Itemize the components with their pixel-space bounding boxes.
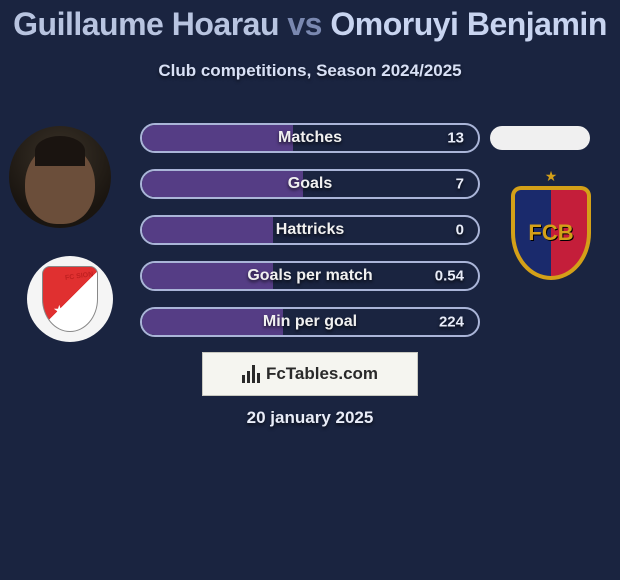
stat-fill — [142, 125, 293, 151]
sion-badge-text: FC SION — [64, 271, 93, 282]
stat-row: Min per goal 224 — [140, 307, 480, 337]
basel-badge-text: FCB — [528, 220, 573, 246]
sion-shield-icon: FC SION ★ — [42, 266, 98, 332]
stat-value: 7 — [456, 176, 464, 193]
player1-name: Guillaume Hoarau — [13, 6, 279, 42]
date-label: 20 january 2025 — [0, 408, 620, 428]
chart-icon — [242, 365, 260, 383]
player2-name: Omoruyi Benjamin — [330, 6, 607, 42]
player2-photo-placeholder — [490, 126, 590, 150]
vs-separator: vs — [287, 6, 322, 42]
infographic-root: Guillaume Hoarau vs Omoruyi Benjamin Clu… — [0, 0, 620, 580]
stat-label: Min per goal — [263, 313, 357, 331]
subtitle: Club competitions, Season 2024/2025 — [0, 61, 620, 81]
player1-club-badge: FC SION ★ — [27, 256, 113, 342]
stat-row: Matches 13 — [140, 123, 480, 153]
brand-text: FcTables.com — [266, 364, 378, 384]
basel-star-icon: ★ — [545, 168, 558, 185]
brand-box: FcTables.com — [202, 352, 418, 396]
stat-label: Hattricks — [276, 221, 344, 239]
comparison-title: Guillaume Hoarau vs Omoruyi Benjamin — [0, 0, 620, 43]
stats-panel: Matches 13 Goals 7 Hattricks 0 Goals per match… — [140, 123, 480, 353]
player2-club-badge: ★ FCB — [501, 180, 601, 280]
stat-value: 0.54 — [435, 268, 464, 285]
player1-face-shape — [25, 144, 95, 224]
stat-row: Goals 7 — [140, 169, 480, 199]
stat-label: Goals per match — [247, 267, 372, 285]
stat-fill — [142, 171, 303, 197]
stat-row: Hattricks 0 — [140, 215, 480, 245]
player1-photo — [9, 126, 111, 228]
sion-star-icon: ★ — [53, 302, 66, 319]
stat-fill — [142, 217, 273, 243]
stat-label: Goals — [288, 175, 332, 193]
stat-row: Goals per match 0.54 — [140, 261, 480, 291]
stat-value: 13 — [447, 130, 464, 147]
stat-value: 224 — [439, 314, 464, 331]
stat-label: Matches — [278, 129, 342, 147]
basel-shield-icon: FCB — [511, 186, 591, 280]
stat-value: 0 — [456, 222, 464, 239]
